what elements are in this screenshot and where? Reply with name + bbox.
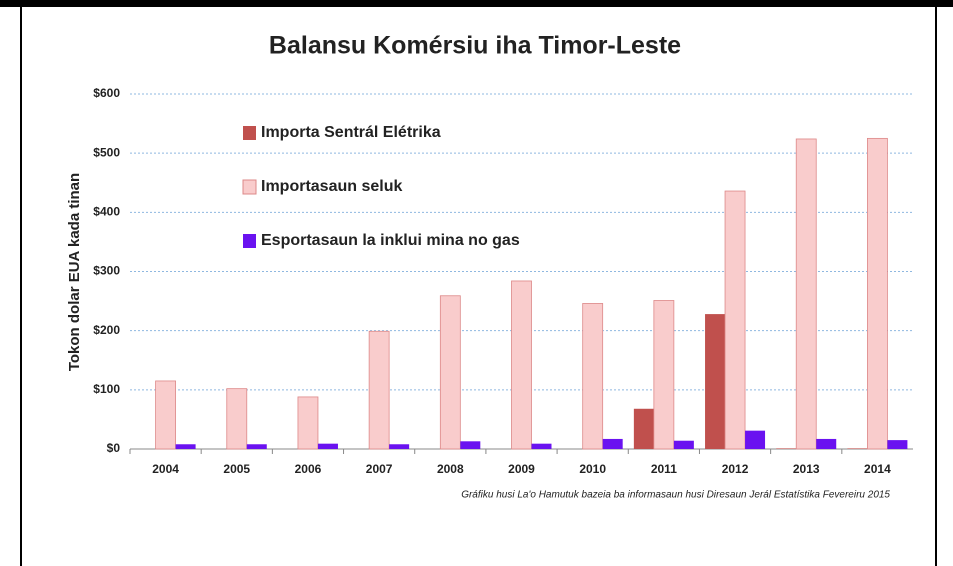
bar xyxy=(155,380,176,450)
legend-label: Esportasaun la inklui mina no gas xyxy=(261,232,520,249)
y-axis-label: Tokon dolar EUA kada tinan xyxy=(66,173,83,371)
x-tick-label: 2007 xyxy=(366,462,393,476)
legend-swatch xyxy=(243,126,256,140)
bar xyxy=(317,443,338,449)
chart-title: Balansu Komérsiu iha Timor-Leste xyxy=(269,32,681,60)
bar xyxy=(389,444,410,449)
x-tick-label: 2006 xyxy=(295,462,322,476)
bar xyxy=(602,438,623,449)
bar xyxy=(175,444,196,449)
y-tick-label: $600 xyxy=(93,86,120,100)
bar xyxy=(867,137,888,450)
x-tick-label: 2004 xyxy=(152,462,179,476)
legend-label: Importasaun seluk xyxy=(261,178,402,195)
bar xyxy=(633,408,654,449)
bar xyxy=(847,448,868,449)
bar xyxy=(511,280,532,450)
bar xyxy=(887,440,908,449)
bar xyxy=(531,443,552,449)
x-tick-label: 2013 xyxy=(793,462,820,476)
y-tick-label: $200 xyxy=(93,323,120,337)
y-tick-label: $400 xyxy=(93,205,120,219)
bar xyxy=(724,190,746,450)
y-tick-label: $100 xyxy=(93,382,120,396)
bar xyxy=(246,444,267,449)
x-tick-label: 2011 xyxy=(651,462,677,476)
bar xyxy=(226,388,248,450)
x-tick-label: 2008 xyxy=(437,462,464,476)
bar xyxy=(705,314,726,449)
bar xyxy=(368,330,390,450)
source-note: Gráfiku husi La'o Hamutuk bazeia ba info… xyxy=(461,490,890,501)
bar xyxy=(653,300,675,450)
x-tick-label: 2005 xyxy=(223,462,250,476)
y-tick-label: $500 xyxy=(93,145,120,159)
y-tick-label: $300 xyxy=(93,264,120,278)
legend-swatch xyxy=(242,179,257,195)
x-tick-label: 2009 xyxy=(508,462,535,476)
bar xyxy=(439,295,461,450)
legend-label: Importa Sentrál Elétrika xyxy=(261,124,441,141)
bar xyxy=(745,430,766,449)
bar xyxy=(297,396,319,450)
bar xyxy=(776,448,797,449)
x-tick-label: 2010 xyxy=(579,462,606,476)
x-tick-label: 2012 xyxy=(722,462,749,476)
bar xyxy=(795,138,817,450)
frame-top xyxy=(0,0,953,7)
bar xyxy=(582,303,604,450)
bar xyxy=(460,441,481,449)
y-tick-label: $0 xyxy=(107,441,121,455)
x-tick-label: 2014 xyxy=(864,462,891,476)
bar xyxy=(673,440,694,449)
bar xyxy=(816,438,837,449)
legend-swatch xyxy=(243,234,256,248)
